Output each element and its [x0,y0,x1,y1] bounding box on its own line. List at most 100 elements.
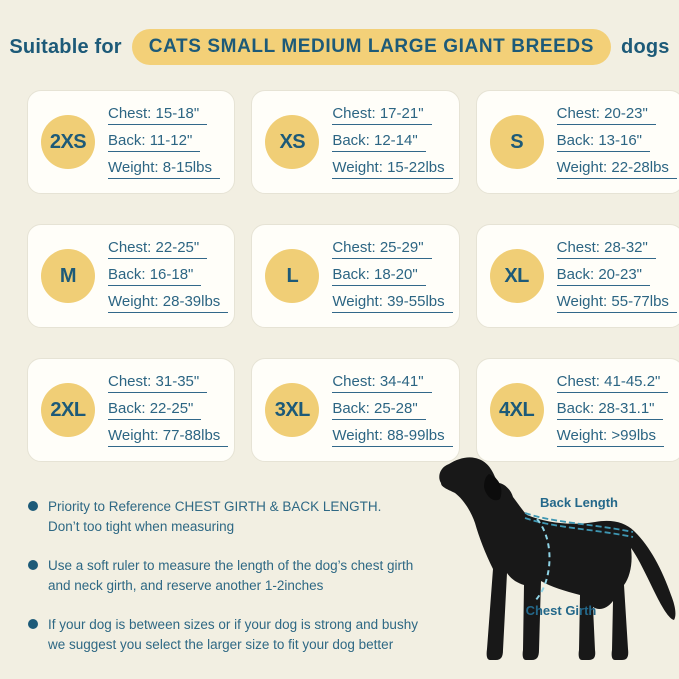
chest-label: Chest: [332,373,376,390]
back-row: Back: 11-12" [108,132,201,152]
size-card-2xl: 2XL Chest: 31-35" Back: 22-25" Weight: 7… [27,358,236,462]
chest-label: Chest: [556,239,600,256]
weight-row: Weight: 22-28lbs [556,159,677,179]
weight-row: Weight: 39-55lbs [332,293,453,313]
chest-value: 20-23" [604,105,648,122]
breeds-highlight-pill: CATS SMALL MEDIUM LARGE GIANT BREEDS [131,29,612,65]
weight-row: Weight: 8-15lbs [108,159,220,179]
weight-value: 39-55lbs [387,293,445,310]
weight-label: Weight: [108,159,159,176]
weight-value: 28-39lbs [162,293,221,310]
chest-girth-label: Chest Girth [526,603,597,618]
size-badge: XL [489,249,544,303]
size-card-4xl: 4XL Chest: 41-45.2" Back: 28-31.1" Weigh… [475,358,679,462]
chest-row: Chest: 15-18" [108,105,208,125]
back-row: Back: 28-31.1" [556,400,663,420]
size-card-s: S Chest: 20-23" Back: 13-16" Weight: 22-… [475,90,679,194]
weight-row: Weight: 55-77lbs [556,293,677,313]
chest-value: 34-41" [379,373,424,390]
back-value: 18-20" [374,266,418,283]
back-value: 22-25" [149,400,194,417]
chest-row: Chest: 28-32" [556,239,656,259]
back-row: Back: 13-16" [556,132,651,152]
list-item: Use a soft ruler to measure the length o… [28,556,443,595]
size-card-2xs: 2XS Chest: 15-18" Back: 11-12" Weight: 8… [27,90,236,194]
measurements: Chest: 17-21" Back: 12-14" Weight: 15-22… [332,105,453,179]
back-label: Back: [556,400,595,417]
size-badge: S [489,115,544,169]
size-badge: XS [265,115,320,169]
weight-label: Weight: [332,293,383,310]
bullet-dot-icon [28,619,38,630]
back-value: 25-28" [374,400,418,417]
weight-label: Weight: [332,159,383,176]
size-badge: 3XL [265,383,320,437]
chest-value: 31-35" [155,373,200,390]
chest-value: 25-29" [379,239,424,256]
size-card-3xl: 3XL Chest: 34-41" Back: 25-28" Weight: 8… [251,358,460,462]
chest-row: Chest: 34-41" [332,373,432,393]
back-length-line [524,517,634,538]
list-item: Priority to Reference CHEST GIRTH & BACK… [28,497,443,536]
chest-row: Chest: 25-29" [332,239,432,259]
back-value: 13-16" [598,132,643,149]
chest-label: Chest: [108,105,152,122]
weight-value: 15-22lbs [387,159,445,176]
size-badge: L [265,249,320,303]
bullet-dot-icon [28,560,38,571]
header-prefix: Suitable for [9,35,122,58]
size-badge: 2XL [41,383,95,437]
note-line: and neck girth, and reserve another 1-2i… [48,577,324,593]
size-card-m: M Chest: 22-25" Back: 16-18" Weight: 28-… [27,224,236,328]
note-text: If your dog is between sizes or if your … [48,615,418,654]
weight-label: Weight: [332,427,383,444]
weight-value: 88-99lbs [387,427,445,444]
back-value: 11-12" [149,132,193,149]
chest-value: 41-45.2" [604,373,661,390]
note-line: Use a soft ruler to measure the length o… [48,558,414,574]
weight-row: Weight: 77-88lbs [108,427,229,447]
note-line: we suggest you select the larger size to… [48,636,394,652]
measurements: Chest: 15-18" Back: 11-12" Weight: 8-15l… [108,105,220,179]
weight-row: Weight: 15-22lbs [332,159,453,179]
header-suffix: dogs [621,35,670,58]
back-label: Back: [556,132,595,149]
chest-row: Chest: 31-35" [108,373,208,393]
back-label: Back: [108,132,146,149]
measurements: Chest: 25-29" Back: 18-20" Weight: 39-55… [332,239,453,313]
chest-label: Chest: [332,105,376,122]
back-label: Back: [332,132,370,149]
chest-value: 15-18" [155,105,200,122]
back-value: 16-18" [149,266,194,283]
size-grid: 2XS Chest: 15-18" Back: 11-12" Weight: 8… [27,90,679,462]
back-row: Back: 18-20" [332,266,426,286]
size-card-xs: XS Chest: 17-21" Back: 12-14" Weight: 15… [251,90,460,194]
weight-value: 55-77lbs [611,293,669,310]
chest-girth-line [534,518,551,602]
weight-label: Weight: [556,159,608,176]
back-row: Back: 20-23" [556,266,651,286]
size-badge: 2XS [41,115,95,169]
back-length-line [524,512,634,533]
size-card-l: L Chest: 25-29" Back: 18-20" Weight: 39-… [251,224,460,328]
note-line: Priority to Reference CHEST GIRTH & BACK… [48,499,382,514]
weight-label: Weight: [108,293,159,310]
weight-row: Weight: >99lbs [556,427,665,447]
dog-silhouette-image [439,457,676,660]
chest-label: Chest: [556,105,600,122]
chest-row: Chest: 20-23" [556,105,656,125]
weight-row: Weight: 88-99lbs [332,427,453,447]
back-row: Back: 16-18" [108,266,202,286]
dog-ear [484,474,502,501]
note-line: Don’t too tight when measuring [48,518,235,534]
chest-label: Chest: [556,373,600,390]
back-value: 20-23" [598,266,643,283]
back-label: Back: [108,266,146,283]
size-badge: 4XL [489,383,544,437]
list-item: If your dog is between sizes or if your … [28,615,443,654]
back-row: Back: 12-14" [332,132,426,152]
measuring-tips: Priority to Reference CHEST GIRTH & BACK… [28,497,443,654]
back-row: Back: 25-28" [332,400,426,420]
note-text: Priority to Reference CHEST GIRTH & BACK… [48,497,381,536]
measurements: Chest: 34-41" Back: 25-28" Weight: 88-99… [332,373,453,447]
